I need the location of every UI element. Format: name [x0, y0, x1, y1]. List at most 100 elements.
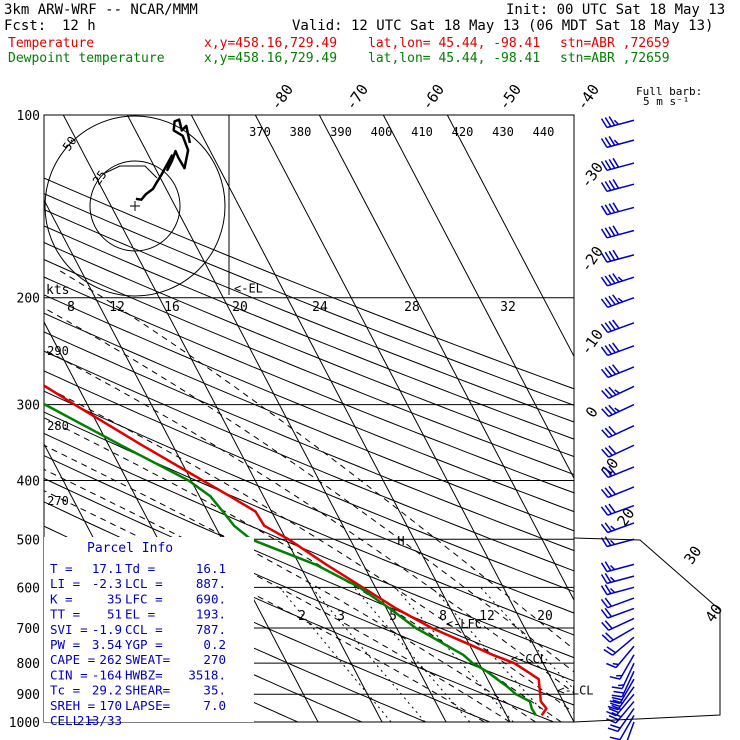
wind-barb	[600, 342, 635, 357]
wind-barb-flag	[608, 116, 616, 126]
theta-left-label: 290	[47, 344, 69, 358]
wind-barb-flag	[612, 179, 620, 189]
wind-barb-flag	[606, 646, 617, 654]
theta-left-label: 270	[47, 494, 69, 508]
wind-barb-flag	[608, 180, 616, 190]
wind-barb	[600, 249, 635, 263]
mixing-ratio-line	[480, 586, 574, 691]
dry-adiabat-line	[44, 390, 574, 614]
wind-barb-flag	[604, 607, 613, 618]
mixing-ratio-label: 2	[298, 609, 306, 624]
wind-barb-flag	[600, 323, 609, 333]
wind-barb-staff	[615, 700, 635, 724]
wind-barb-flag	[604, 467, 613, 477]
valid-time: Valid: 12 UTC Sat 18 May 13 (06 MDT Sat …	[292, 18, 714, 34]
pressure-tick-label: 500	[17, 533, 40, 548]
wind-barb-flag	[600, 506, 609, 516]
isotherm-line	[62, 115, 383, 722]
wind-barb-staff	[619, 678, 635, 704]
wind-barb-staff	[608, 425, 635, 439]
parcel-param-value: 3518.	[188, 667, 226, 682]
parcel-param-name: SVI =	[50, 622, 88, 637]
wind-barb-flag	[604, 487, 613, 497]
pressure-tick-label: 900	[17, 688, 40, 703]
parcel-param-name: CAPE =	[50, 652, 95, 667]
hodograph-ring-label: 50	[60, 134, 80, 154]
theta-label: 440	[533, 125, 555, 139]
wind-barb-flag	[601, 634, 611, 643]
parcel-param-value: 193.	[196, 607, 226, 622]
wind-barb-staff	[606, 119, 635, 129]
isotherm-label: -50	[495, 81, 525, 114]
freezing-level-marker: H	[397, 534, 404, 548]
pressure-tick-label: 700	[17, 622, 40, 637]
dry-adiabat-line	[44, 177, 574, 390]
wind-barb-flag	[608, 274, 616, 284]
dry-adiabat-line	[44, 242, 574, 458]
dry-adiabat-line	[44, 276, 574, 494]
parcel-param-name: EL =	[125, 607, 155, 622]
wind-barb-flag	[600, 574, 608, 584]
wind-barb-staff	[606, 183, 635, 193]
wind-barb	[600, 536, 635, 548]
parcel-param-value: 262	[99, 652, 122, 667]
parcel-param-name: CELL =	[50, 713, 95, 728]
theta-label: 430	[492, 125, 514, 139]
wind-barb-staff	[607, 297, 635, 309]
wind-barb-flag	[609, 576, 616, 582]
wind-barb-flag	[612, 202, 620, 212]
wind-barb	[606, 693, 635, 717]
dry-adiabat-line	[44, 312, 574, 532]
hodograph-trace	[135, 118, 192, 201]
pressure-tick-label: 800	[17, 657, 40, 672]
wind-barb	[601, 617, 635, 631]
isotherm-label: 30	[680, 543, 705, 568]
wind-barb-flag	[608, 445, 617, 455]
theta-label: 420	[452, 125, 474, 139]
barb-legend-units: 5 m s⁻¹	[643, 95, 689, 108]
parcel-param-value: 35.	[203, 683, 226, 698]
parcel-param-value: 690.	[196, 591, 226, 606]
theta-label: 400	[371, 125, 393, 139]
mixing-ratio-line	[353, 586, 471, 722]
wind-barb-staff	[607, 597, 635, 609]
wind-barb-flag	[604, 251, 612, 262]
wind-barb-flag	[609, 736, 621, 740]
wind-barb-flag	[604, 345, 613, 355]
wind-barb-flag	[612, 364, 620, 374]
wind-barb-flag	[608, 203, 616, 213]
wind-barb-flag	[600, 298, 609, 308]
wind-barb	[600, 607, 635, 619]
wind-barb-flag	[608, 250, 616, 261]
dry-adiabat-line	[44, 259, 574, 476]
dewpoint-trace	[44, 402, 537, 716]
dry-adiabat-line	[44, 432, 574, 659]
moist-adiabat-line	[44, 444, 536, 722]
wind-barb-flag	[608, 465, 617, 475]
dry-adiabat-line	[44, 455, 574, 682]
parcel-param-value: -1.9	[92, 622, 122, 637]
forecast-hour: 12 h	[62, 18, 96, 34]
wind-barb-flag	[609, 564, 616, 571]
wind-barb	[601, 403, 635, 418]
parcel-info-panel: Parcel Info T = 17.1 Td = 16.1 LI = -2.3 LCL = 8…	[44, 537, 254, 728]
hodograph-ring-25	[89, 160, 181, 252]
wind-barb-flag	[609, 675, 621, 680]
theta-label: 390	[330, 125, 352, 139]
wind-barb-staff	[619, 654, 635, 680]
mixing-ratio-line	[394, 586, 514, 722]
mixing-ratio-line	[279, 586, 392, 722]
init-time: Init: 00 UTC Sat 18 May 13	[506, 2, 726, 18]
parcel-param-value: 787.	[196, 622, 226, 637]
theta-label: 410	[411, 125, 433, 139]
temperature-trace	[44, 384, 548, 717]
wind-barb-flag	[601, 408, 610, 417]
wind-barb	[600, 294, 635, 309]
wind-barb-flag	[612, 294, 620, 304]
wind-barb-staff	[612, 636, 635, 656]
parcel-param-value: 0.2	[203, 637, 226, 652]
dewpoint-legend-name: Dewpoint temperature	[8, 51, 165, 66]
wind-barb-staff	[606, 162, 635, 172]
parcel-param-name: HWBZ=	[125, 667, 163, 682]
wind-barb-flag	[608, 404, 617, 414]
